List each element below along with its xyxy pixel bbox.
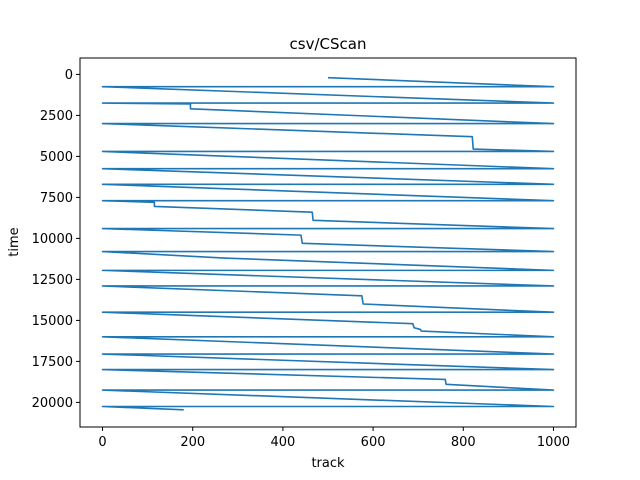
x-tick-label: 200 (180, 435, 205, 450)
x-tick-label: 0 (98, 435, 106, 450)
chart-title: csv/CScan (290, 35, 367, 53)
y-tick-label: 20000 (32, 396, 73, 411)
x-tick-label: 400 (270, 435, 295, 450)
y-tick-label: 7500 (40, 191, 73, 206)
x-tick-label: 600 (361, 435, 386, 450)
y-tick-label: 5000 (40, 150, 73, 165)
y-tick-label: 12500 (32, 273, 73, 288)
y-tick-label: 2500 (40, 109, 73, 124)
x-tick-label: 1000 (537, 435, 570, 450)
y-tick-label: 17500 (32, 355, 73, 370)
y-axis-label: time (7, 227, 22, 256)
y-axis: 0 2500 5000 7500 10000 12500 15000 17500 20000 (32, 68, 80, 411)
x-axis: 0 200 400 600 800 1000 (98, 427, 570, 450)
x-tick-label: 800 (451, 435, 476, 450)
series-line-0 (101, 76, 555, 411)
y-tick-label: 0 (65, 68, 73, 83)
y-tick-label: 15000 (32, 314, 73, 329)
plot-frame (79, 57, 577, 428)
y-tick-label: 10000 (32, 232, 73, 247)
x-axis-label: track (311, 456, 345, 471)
